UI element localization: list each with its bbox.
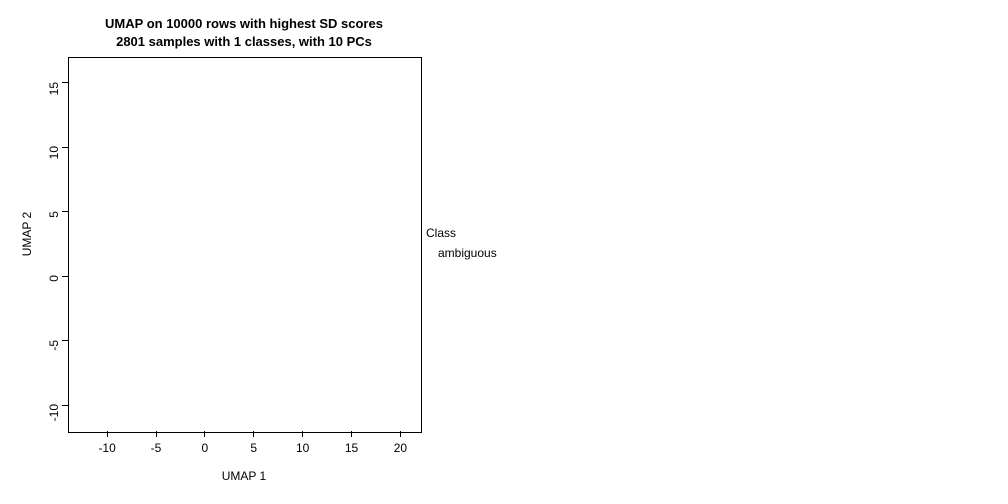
left-ylabel: UMAP 2: [20, 194, 34, 274]
left-title: UMAP on 10000 rows with highest SD score…: [68, 15, 420, 50]
x-tick: [204, 431, 205, 437]
y-tick: [62, 211, 68, 212]
y-tick: [62, 340, 68, 341]
y-tick-label: 15: [47, 82, 61, 122]
x-tick-label: 5: [234, 441, 274, 455]
y-tick-label: 10: [47, 146, 61, 186]
y-tick: [62, 82, 68, 83]
y-tick-label: -10: [47, 404, 61, 444]
x-tick-label: 20: [380, 441, 420, 455]
x-tick-label: -5: [136, 441, 176, 455]
x-tick: [400, 431, 401, 437]
x-tick: [302, 431, 303, 437]
y-tick-label: 5: [47, 211, 61, 251]
x-tick: [253, 431, 254, 437]
x-tick: [107, 431, 108, 437]
y-tick: [62, 147, 68, 148]
left-xlabel: UMAP 1: [68, 469, 420, 483]
y-tick-label: 0: [47, 275, 61, 315]
y-tick-label: -5: [47, 340, 61, 380]
left-plot-box: [68, 57, 422, 433]
y-tick: [62, 405, 68, 406]
x-tick-label: -10: [87, 441, 127, 455]
x-tick-label: 15: [332, 441, 372, 455]
left-legend-item-0: ambiguous: [438, 246, 497, 260]
left-panel: UMAP on 10000 rows with highest SD score…: [0, 0, 504, 504]
x-tick: [156, 431, 157, 437]
x-tick-label: 0: [185, 441, 225, 455]
y-tick: [62, 276, 68, 277]
x-tick-label: 10: [283, 441, 323, 455]
x-tick: [351, 431, 352, 437]
right-panel: UMAP on 10000 rows with highest ATC scor…: [504, 0, 1008, 504]
left-legend-title: Class: [426, 226, 456, 240]
